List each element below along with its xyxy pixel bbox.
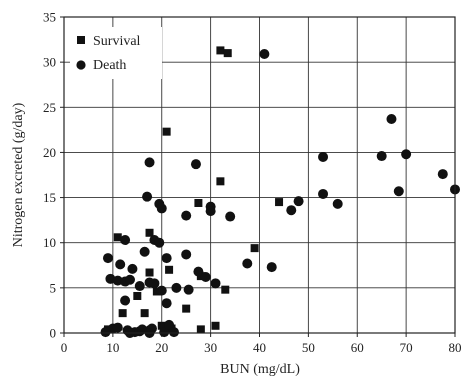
legend-label-survival: Survival (93, 34, 141, 49)
data-point-death (200, 272, 211, 283)
data-point-death (437, 169, 448, 180)
data-point-survival (223, 49, 232, 58)
legend-label-death: Death (93, 58, 126, 73)
data-point-death (144, 157, 155, 168)
y-tick-label: 15 (43, 190, 56, 205)
y-tick-label: 20 (43, 145, 56, 160)
data-point-survival (157, 321, 166, 330)
y-tick-label: 25 (43, 100, 56, 115)
data-point-death (386, 114, 397, 125)
data-point-death (332, 198, 343, 209)
data-point-death (156, 285, 167, 296)
data-point-survival (182, 304, 191, 313)
legend: Survival Death (70, 27, 162, 79)
data-point-death (115, 259, 126, 270)
data-point-death (171, 282, 182, 293)
legend-marker-survival (77, 36, 85, 44)
legend-box (70, 27, 162, 79)
y-axis-ticks: 0 5 10 15 20 25 30 35 (43, 10, 64, 341)
data-point-death (286, 205, 297, 216)
y-tick-label: 10 (43, 235, 56, 250)
data-point-death (100, 327, 111, 338)
data-point-death (161, 253, 172, 264)
x-tick-label: 20 (155, 340, 168, 355)
data-point-death (183, 284, 194, 295)
data-point-death (127, 263, 138, 274)
data-point-survival (194, 198, 203, 207)
legend-marker-death (76, 60, 86, 70)
x-tick-label: 80 (449, 340, 462, 355)
data-point-survival (250, 244, 259, 253)
data-point-survival (165, 265, 174, 274)
y-tick-label: 30 (43, 55, 56, 70)
data-point-death (112, 322, 123, 333)
data-point-survival (162, 127, 171, 136)
data-point-death (156, 203, 167, 214)
y-tick-label: 5 (50, 280, 57, 295)
data-point-death (259, 49, 270, 60)
data-point-death (134, 281, 145, 292)
data-point-death (376, 151, 387, 162)
data-point-death (242, 258, 253, 269)
data-point-death (142, 191, 153, 202)
data-point-death (168, 327, 179, 338)
data-point-survival (118, 309, 127, 318)
data-point-death (149, 278, 160, 289)
data-point-survival (216, 46, 225, 55)
data-point-death (112, 275, 123, 286)
data-point-death (210, 278, 221, 289)
data-point-death (181, 249, 192, 260)
x-tick-label: 60 (351, 340, 364, 355)
data-point-survival (140, 309, 149, 318)
data-point-survival (133, 291, 142, 300)
data-point-death (205, 206, 216, 217)
plot-frame (63, 16, 456, 334)
x-tick-label: 0 (61, 340, 68, 355)
data-point-survival (275, 198, 284, 207)
data-point-death (293, 196, 304, 207)
x-tick-label: 10 (106, 340, 119, 355)
x-axis-title: BUN (mg/dL) (220, 362, 300, 377)
x-tick-label: 70 (400, 340, 413, 355)
data-point-death (124, 274, 135, 285)
data-point-death (181, 210, 192, 221)
data-point-death (164, 319, 175, 330)
y-tick-label: 0 (50, 326, 57, 341)
data-point-death (401, 149, 412, 160)
data-point-death (159, 327, 170, 338)
x-tick-label: 40 (253, 340, 266, 355)
data-point-death (266, 262, 277, 273)
data-point-death (318, 151, 329, 162)
data-point-death (318, 188, 329, 199)
data-point-survival (196, 325, 205, 334)
data-point-survival (221, 285, 230, 294)
data-point-death (393, 186, 404, 197)
y-tick-label: 35 (43, 10, 56, 25)
data-point-death (161, 298, 172, 309)
x-tick-label: 50 (302, 340, 315, 355)
data-point-survival (113, 233, 122, 242)
data-point-death (193, 266, 204, 277)
data-point-death (190, 159, 201, 170)
data-point-death (120, 295, 131, 306)
x-axis-ticks: 0 10 20 30 40 50 60 70 80 (61, 333, 462, 355)
data-point-death (154, 237, 165, 248)
data-point-death (225, 211, 236, 222)
data-point-death (102, 253, 113, 264)
data-point-survival (211, 321, 220, 330)
x-tick-label: 30 (204, 340, 217, 355)
data-point-survival (216, 177, 225, 186)
y-axis-title: Nitrogen excreted (g/day) (11, 102, 26, 247)
data-point-survival (145, 268, 154, 277)
data-point-death (139, 246, 150, 257)
data-point-death (120, 235, 131, 246)
data-point-survival (145, 228, 154, 237)
